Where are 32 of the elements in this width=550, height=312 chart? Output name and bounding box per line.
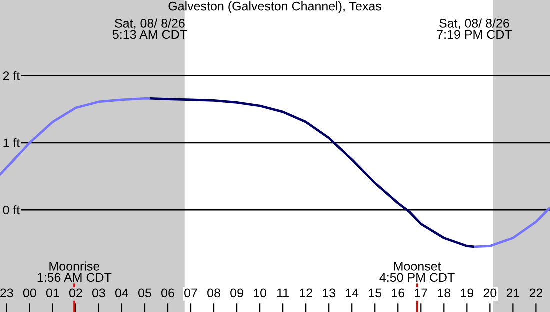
y-tick-label: 2 ft	[3, 71, 20, 80]
x-tick-label: 09	[230, 288, 244, 298]
x-tick-label: 21	[506, 288, 520, 298]
y-tick-label: 1 ft	[4, 138, 20, 148]
x-tick-label: 06	[162, 288, 174, 298]
x-tick-label: 04	[116, 288, 129, 298]
x-tick-label: 14	[346, 288, 359, 298]
x-tick-label: 02	[69, 288, 82, 298]
x-tick-label: 23	[0, 288, 14, 298]
x-tick-label: 07	[184, 288, 198, 298]
x-tick-label: 13	[323, 288, 336, 298]
x-tick-label: 22	[530, 288, 543, 298]
x-tick-label: 16	[392, 288, 405, 298]
ref-line-label: Moonset 4:50 PM CDT	[380, 262, 455, 282]
x-tick-label: 11	[278, 288, 289, 298]
x-tick-label: 17	[415, 288, 428, 298]
x-tick-label: 00	[23, 288, 36, 298]
annotation: Sat, 08/ 8/26 5:13 AM CDT	[112, 18, 188, 40]
x-tick-label: 05	[138, 288, 152, 298]
x-tick-label: 15	[369, 288, 382, 298]
chart-title: Galveston (Galveston Channel), Texas	[168, 2, 382, 14]
x-tick-label: 03	[92, 288, 106, 298]
x-tick-label: 12	[300, 288, 312, 298]
x-tick-label: 10	[254, 288, 267, 298]
x-tick-label: 20	[484, 288, 497, 298]
x-tick-label: 19	[461, 288, 474, 298]
ref-line-label: Moonrise 1:56 AM CDT	[38, 262, 112, 282]
x-tick-label: 01	[46, 288, 60, 298]
x-tick-label: 08	[208, 288, 220, 298]
y-tick-label: 0 ft	[3, 205, 20, 215]
annotation: Sat, 08/ 8/26 7:19 PM CDT	[437, 18, 512, 40]
x-tick-label: 18	[438, 288, 451, 298]
